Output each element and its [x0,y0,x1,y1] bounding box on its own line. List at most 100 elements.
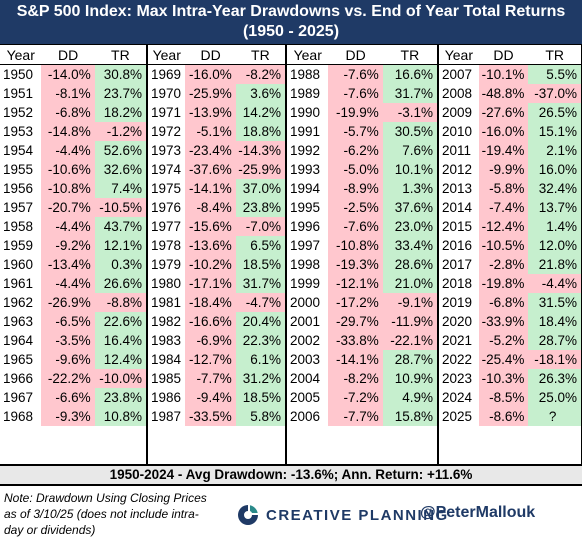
year-cell: 1975 [151,181,182,196]
year-cell: 1986 [151,390,182,405]
year-cell: 1956 [3,181,34,196]
total-return-cell: 18.5% [235,388,285,407]
table-row: 1976 -8.4% 23.8% [148,198,285,217]
brand-logo: CREATIVE PLANNING [236,502,449,528]
table-header-row: Year DD TR [148,45,285,65]
year-cell: 1959 [3,238,34,253]
total-return-cell: 12.1% [94,236,146,255]
year-cell: 1987 [151,409,182,424]
table-row: 2006 -7.7% 15.8% [287,407,438,426]
total-return-cell: 31.2% [235,369,285,388]
table-row: 1984 -12.7% 6.1% [148,350,285,369]
year-cell: 1993 [290,162,321,177]
year-cell: 2010 [442,124,473,139]
table-row: 1977 -15.6% -7.0% [148,217,285,236]
drawdown-cell: -4.4% [41,217,95,236]
total-return-cell: -7.0% [235,217,285,236]
table-row: 1999 -12.1% 21.0% [287,274,438,293]
total-return-cell: -8.2% [235,65,285,84]
drawdown-cell: -10.8% [41,179,95,198]
table-row: 1989 -7.6% 31.7% [287,84,438,103]
table-row: 1978 -13.6% 6.5% [148,236,285,255]
year-cell: 2016 [442,238,473,253]
drawdown-cell: -7.7% [185,369,236,388]
year-cell: 1955 [3,162,34,177]
table-row: 1991 -5.7% 30.5% [287,122,438,141]
drawdown-cell: -19.9% [328,103,383,122]
chart-title: S&P 500 Index: Max Intra-Year Drawdowns … [16,3,566,20]
table-row: 1996 -7.6% 23.0% [287,217,438,236]
total-return-cell: 21.0% [382,274,438,293]
year-cell: 2002 [290,333,321,348]
drawdown-cell: -4.4% [41,274,95,293]
year-cell: 1997 [290,238,321,253]
total-return-cell: 5.5% [528,65,581,84]
drawdown-cell: -19.4% [478,141,529,160]
table-row: 1994 -8.9% 1.3% [287,179,438,198]
table-row: 2008 -48.8% -37.0% [439,84,581,103]
table-row: 1968 -9.3% 10.8% [0,407,146,426]
table-row: 2002 -33.8% -22.1% [287,331,438,350]
year-cell: 1962 [3,295,34,310]
drawdown-cell: -9.6% [41,350,95,369]
table-block-2: Year DD TR 1969 -16.0% -8.2% 1970 -25.9% 3.6% 197… [148,45,287,465]
table-row: 2024 -8.5% 25.0% [439,388,581,407]
year-cell: 1988 [290,67,321,82]
table-row: 2025 -8.6%? [439,407,581,426]
drawdown-cell: -7.4% [478,198,529,217]
total-return-cell: 7.4% [94,179,146,198]
year-cell: 1980 [151,276,182,291]
total-return-cell: 25.0% [528,388,581,407]
table-row: 1959 -9.2% 12.1% [0,236,146,255]
table-row: 1972 -5.1% 18.8% [148,122,285,141]
total-return-cell: 22.3% [235,331,285,350]
total-return-cell: -9.1% [382,293,438,312]
year-cell: 2007 [442,67,473,82]
drawdown-cell: -8.1% [41,84,95,103]
drawdown-cell: -2.8% [478,255,529,274]
table-header-row: Year DD TR [439,45,581,65]
year-cell: 2004 [290,371,321,386]
total-return-cell: 43.7% [94,217,146,236]
year-cell: 1952 [3,105,34,120]
year-cell: 1950 [3,67,34,82]
column-header-tr: TR [545,47,565,63]
total-return-cell: 30.5% [382,122,438,141]
year-cell: 2009 [442,105,473,120]
drawdown-cell: -12.4% [478,217,529,236]
table-row: 1950 -14.0% 30.8% [0,65,146,84]
year-cell: 1967 [3,390,34,405]
drawdown-cell: -37.6% [185,160,236,179]
table-row: 1997 -10.8% 33.4% [287,236,438,255]
table-header-row: Year DD TR [287,45,437,65]
total-return-cell: 32.4% [528,179,581,198]
drawdown-cell: -7.6% [328,217,383,236]
year-cell: 2014 [442,200,473,215]
table-row: 2010 -16.0% 15.1% [439,122,581,141]
total-return-cell: 14.2% [235,103,285,122]
year-cell: 1995 [290,200,321,215]
table-row: 1957 -20.7% -10.5% [0,198,146,217]
drawdown-cell: -17.1% [185,274,236,293]
brand-name: CREATIVE PLANNING [266,506,449,524]
year-cell: 1991 [290,124,321,139]
total-return-cell: 23.8% [235,198,285,217]
year-cell: 2017 [442,257,473,272]
table-row: 1979 -10.2% 18.5% [148,255,285,274]
total-return-cell: 15.1% [528,122,581,141]
total-return-cell: 37.0% [235,179,285,198]
table-row: 2022 -25.4% -18.1% [439,350,581,369]
drawdown-cell: -5.0% [328,160,383,179]
footnote: Note: Drawdown Using Closing Prices as o… [4,491,207,537]
table-row: 1970 -25.9% 3.6% [148,84,285,103]
table-row: 1963 -6.5% 22.6% [0,312,146,331]
column-header-dd: DD [345,47,366,63]
year-cell: 1961 [3,276,34,291]
total-return-cell: 15.8% [382,407,438,426]
table-row: 1990 -19.9% -3.1% [287,103,438,122]
table-row: 1954 -4.4% 52.6% [0,141,146,160]
summary-bar: 1950-2024 - Avg Drawdown: -13.6%; Ann. R… [0,464,582,486]
drawdown-cell: -9.9% [478,160,529,179]
table-row: 1983 -6.9% 22.3% [148,331,285,350]
table-row: 1966 -22.2% -10.0% [0,369,146,388]
